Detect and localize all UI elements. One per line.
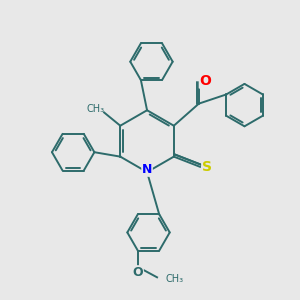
Text: O: O bbox=[200, 74, 211, 88]
Text: CH₃: CH₃ bbox=[87, 104, 105, 114]
Text: S: S bbox=[202, 160, 212, 174]
Text: N: N bbox=[142, 163, 152, 176]
Text: O: O bbox=[133, 266, 143, 279]
Text: CH₃: CH₃ bbox=[166, 274, 184, 284]
